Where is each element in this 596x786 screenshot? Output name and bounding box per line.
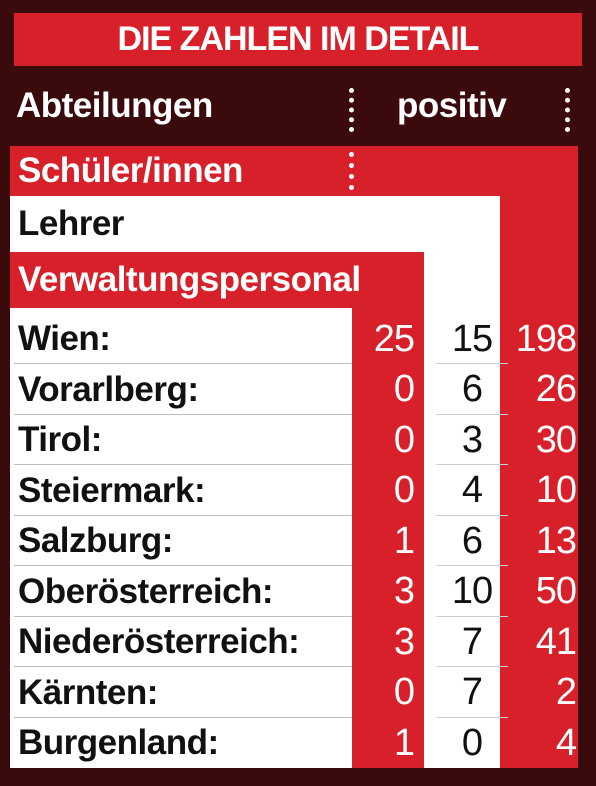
row-divider <box>14 363 352 364</box>
value-students: 2 <box>555 671 577 713</box>
table-row: Salzburg: 1 6 13 <box>10 516 578 566</box>
value-admin: 3 <box>393 620 415 663</box>
value-teachers: 4 <box>461 469 483 511</box>
value-admin: 0 <box>393 418 415 461</box>
value-admin: 0 <box>393 469 415 511</box>
teachers-column-bg <box>424 196 500 768</box>
value-teachers: 7 <box>461 620 483 663</box>
row-divider <box>436 716 508 718</box>
table-row: Steiermark: 0 4 10 <box>10 466 578 516</box>
table-row: Oberösterreich: 3 10 50 <box>10 567 578 617</box>
category-students-label: Schüler/innen <box>18 151 243 190</box>
row-divider <box>436 666 508 667</box>
table-row: Tirol: 0 3 30 <box>10 415 578 465</box>
table-row: Kärnten: 0 7 2 <box>10 668 578 718</box>
table-row: Vorarlberg: 0 6 26 <box>10 365 578 415</box>
value-admin: 1 <box>393 519 415 562</box>
row-divider <box>14 666 352 667</box>
value-admin: 0 <box>393 368 415 410</box>
value-teachers: 3 <box>461 418 483 461</box>
row-divider <box>14 514 352 516</box>
value-students: 13 <box>535 519 577 562</box>
row-divider <box>14 464 352 465</box>
value-students: 50 <box>535 570 577 612</box>
row-region-name: Wien: <box>18 319 111 358</box>
row-divider <box>14 615 352 617</box>
category-admin: Verwaltungspersonal <box>10 252 424 308</box>
value-students: 30 <box>535 418 577 461</box>
row-region-name: Kärnten: <box>18 672 158 712</box>
category-admin-label: Verwaltungspersonal <box>18 260 361 299</box>
row-region-name: Burgenland: <box>18 723 219 762</box>
value-students: 26 <box>535 368 577 410</box>
dotted-divider <box>565 88 570 132</box>
value-teachers: 15 <box>451 317 493 360</box>
table-body-bg <box>10 308 352 768</box>
row-divider <box>436 413 508 415</box>
row-divider <box>14 716 352 718</box>
dotted-divider <box>349 88 354 132</box>
value-admin: 3 <box>393 570 415 612</box>
row-region-name: Vorarlberg: <box>18 369 199 409</box>
category-teachers-label: Lehrer <box>18 204 124 243</box>
category-teachers: Lehrer <box>10 196 424 252</box>
value-teachers: 6 <box>461 519 483 562</box>
row-region-name: Oberösterreich: <box>18 571 274 611</box>
value-teachers: 6 <box>461 368 483 410</box>
row-region-name: Niederösterreich: <box>18 622 300 661</box>
value-students: 10 <box>535 469 577 511</box>
row-region-name: Salzburg: <box>18 521 173 560</box>
title-bar: DIE ZAHLEN IM DETAIL <box>14 13 582 66</box>
value-teachers: 0 <box>461 721 483 764</box>
value-admin: 25 <box>373 317 415 360</box>
value-teachers: 10 <box>451 570 493 612</box>
table-row: Burgenland: 1 0 4 <box>10 718 578 768</box>
value-admin: 0 <box>393 671 415 713</box>
table-row: Niederösterreich: 3 7 41 <box>10 617 578 667</box>
row-divider <box>436 464 508 465</box>
value-students: 4 <box>555 721 577 764</box>
row-region-name: Tirol: <box>18 420 102 459</box>
row-divider <box>436 565 508 566</box>
dotted-divider <box>349 152 354 190</box>
value-admin: 1 <box>393 721 415 764</box>
value-students: 198 <box>515 317 577 360</box>
title-text: DIE ZAHLEN IM DETAIL <box>117 20 480 58</box>
dotted-divider <box>349 202 354 246</box>
row-region-name: Steiermark: <box>18 470 206 510</box>
students-column-bg <box>500 146 578 768</box>
admin-column-bg <box>352 252 424 768</box>
value-teachers: 7 <box>461 671 483 713</box>
row-divider <box>436 615 508 617</box>
table-row: Wien: 25 15 198 <box>10 314 578 364</box>
category-students: Schüler/innen <box>10 146 500 196</box>
header-positiv: positiv <box>397 86 507 125</box>
row-divider <box>436 363 508 364</box>
row-divider <box>14 413 352 415</box>
header-abteilungen: Abteilungen <box>16 86 213 125</box>
row-divider <box>14 565 352 566</box>
row-divider <box>436 514 508 516</box>
value-students: 41 <box>535 620 577 663</box>
